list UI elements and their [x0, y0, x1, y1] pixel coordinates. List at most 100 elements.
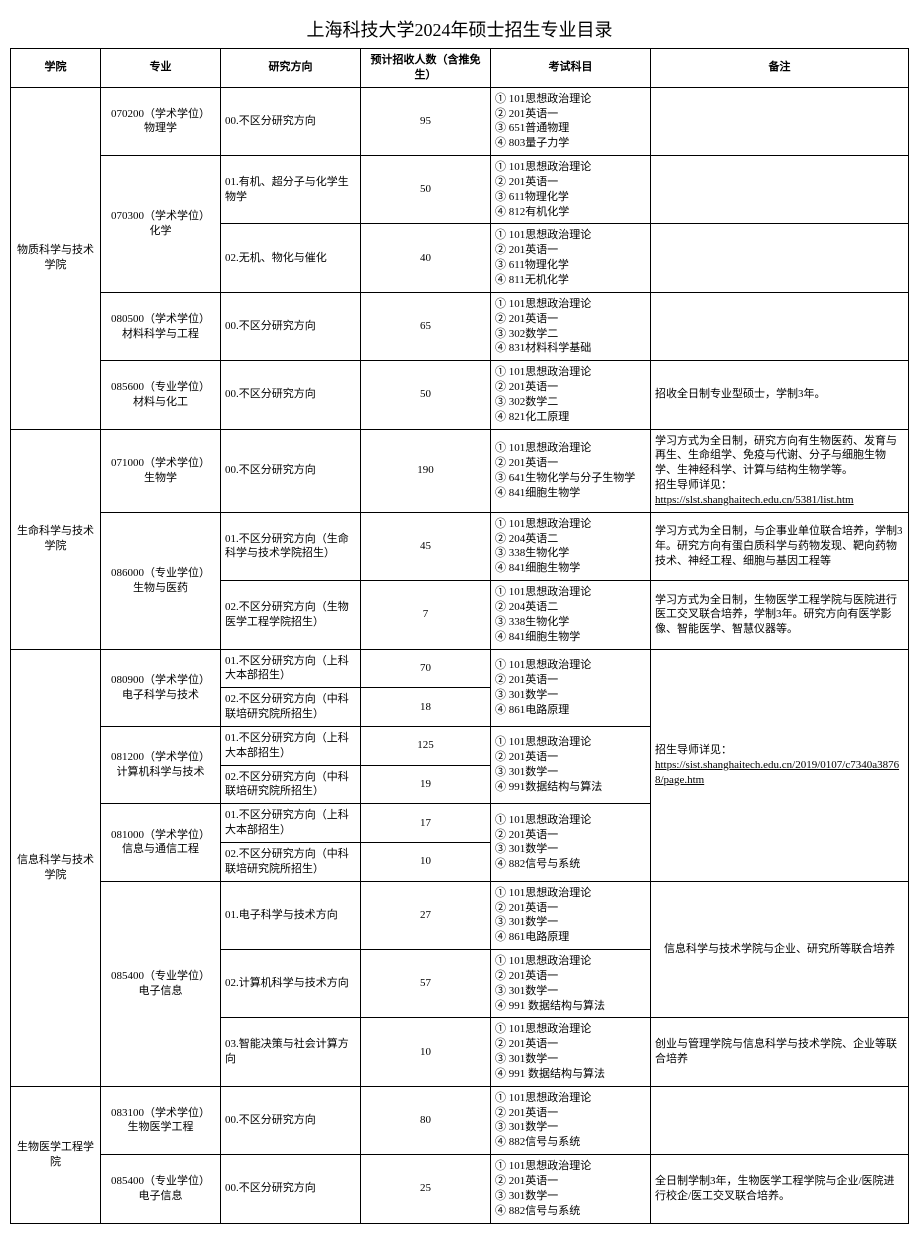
cell-note: 学习方式为全日制，研究方向有生物医药、发育与再生、生命组学、免疫与代谢、分子与细… [651, 429, 909, 512]
cell-count: 10 [361, 842, 491, 881]
cell-major: 086000（专业学位）生物与医药 [101, 512, 221, 649]
cell-exam: ① 101思想政治理论② 201英语一③ 301数学一④ 991数据结构与算法 [491, 726, 651, 803]
catalog-table: 学院 专业 研究方向 预计招收人数（含推免生） 考试科目 备注 物质科学与技术学… [10, 48, 909, 1224]
cell-major: 085400（专业学位）电子信息 [101, 1155, 221, 1223]
cell-count: 125 [361, 726, 491, 765]
cell-exam: ① 101思想政治理论② 201英语一③ 302数学二④ 831材料科学基础 [491, 292, 651, 360]
table-header-row: 学院 专业 研究方向 预计招收人数（含推免生） 考试科目 备注 [11, 49, 909, 88]
cell-count: 95 [361, 87, 491, 155]
cell-direction: 02.无机、物化与催化 [221, 224, 361, 292]
cell-major: 085600（专业学位）材料与化工 [101, 361, 221, 429]
cell-direction: 02.不区分研究方向（中科联培研究院所招生） [221, 688, 361, 727]
cell-direction: 00.不区分研究方向 [221, 1086, 361, 1154]
cell-direction: 01.有机、超分子与化学生物学 [221, 156, 361, 224]
cell-major: 070300（学术学位）化学 [101, 156, 221, 293]
cell-direction: 00.不区分研究方向 [221, 87, 361, 155]
cell-exam: ① 101思想政治理论② 201英语一③ 611物理化学④ 811无机化学 [491, 224, 651, 292]
cell-count: 18 [361, 688, 491, 727]
cell-exam: ① 101思想政治理论② 204英语二③ 338生物化学④ 841细胞生物学 [491, 512, 651, 580]
cell-count: 50 [361, 156, 491, 224]
cell-major: 085400（专业学位）电子信息 [101, 881, 221, 1086]
cell-note: 学习方式为全日制，生物医学工程学院与医院进行医工交叉联合培养，学制3年。研究方向… [651, 581, 909, 649]
table-row: 生物医学工程学院083100（学术学位）生物医学工程00.不区分研究方向80① … [11, 1086, 909, 1154]
cell-note [651, 292, 909, 360]
cell-major: 070200（学术学位）物理学 [101, 87, 221, 155]
cell-direction: 00.不区分研究方向 [221, 429, 361, 512]
cell-direction: 01.不区分研究方向（生命科学与技术学院招生） [221, 512, 361, 580]
table-row: 信息科学与技术学院080900（学术学位）电子科学与技术01.不区分研究方向（上… [11, 649, 909, 688]
cell-school: 物质科学与技术学院 [11, 87, 101, 429]
cell-major: 071000（学术学位）生物学 [101, 429, 221, 512]
table-row: 085400（专业学位）电子信息01.电子科学与技术方向27① 101思想政治理… [11, 881, 909, 949]
col-note: 备注 [651, 49, 909, 88]
note-link[interactable]: https://sist.shanghaitech.edu.cn/2019/01… [655, 759, 899, 786]
cell-exam: ① 101思想政治理论② 201英语一③ 301数学一④ 991 数据结构与算法 [491, 950, 651, 1018]
cell-note [651, 87, 909, 155]
col-direction: 研究方向 [221, 49, 361, 88]
cell-exam: ① 101思想政治理论② 204英语二③ 338生物化学④ 841细胞生物学 [491, 581, 651, 649]
cell-count: 45 [361, 512, 491, 580]
cell-count: 19 [361, 765, 491, 804]
cell-major: 081000（学术学位）信息与通信工程 [101, 804, 221, 881]
cell-direction: 00.不区分研究方向 [221, 292, 361, 360]
col-school: 学院 [11, 49, 101, 88]
page-title: 上海科技大学2024年硕士招生专业目录 [10, 10, 909, 48]
table-row: 086000（专业学位）生物与医药01.不区分研究方向（生命科学与技术学院招生）… [11, 512, 909, 580]
cell-count: 65 [361, 292, 491, 360]
cell-exam: ① 101思想政治理论② 201英语一③ 302数学二④ 821化工原理 [491, 361, 651, 429]
cell-count: 27 [361, 881, 491, 949]
note-link[interactable]: https://slst.shanghaitech.edu.cn/5381/li… [655, 494, 854, 506]
cell-direction: 02.不区分研究方向（中科联培研究院所招生） [221, 765, 361, 804]
cell-direction: 02.计算机科学与技术方向 [221, 950, 361, 1018]
col-exam: 考试科目 [491, 49, 651, 88]
cell-direction: 02.不区分研究方向（中科联培研究院所招生） [221, 842, 361, 881]
col-count: 预计招收人数（含推免生） [361, 49, 491, 88]
cell-major: 083100（学术学位）生物医学工程 [101, 1086, 221, 1154]
cell-note [651, 1086, 909, 1154]
cell-direction: 03.智能决策与社会计算方向 [221, 1018, 361, 1086]
cell-school: 生物医学工程学院 [11, 1086, 101, 1223]
cell-school: 信息科学与技术学院 [11, 649, 101, 1086]
cell-count: 17 [361, 804, 491, 843]
cell-note: 全日制学制3年，生物医学工程学院与企业/医院进行校企/医工交叉联合培养。 [651, 1155, 909, 1223]
table-row: 生命科学与技术学院071000（学术学位）生物学00.不区分研究方向190① 1… [11, 429, 909, 512]
cell-direction: 01.电子科学与技术方向 [221, 881, 361, 949]
cell-count: 7 [361, 581, 491, 649]
cell-count: 25 [361, 1155, 491, 1223]
cell-direction: 00.不区分研究方向 [221, 361, 361, 429]
table-row: 070300（学术学位）化学01.有机、超分子与化学生物学50① 101思想政治… [11, 156, 909, 224]
cell-note: 学习方式为全日制，与企事业单位联合培养，学制3年。研究方向有蛋白质科学与药物发现… [651, 512, 909, 580]
cell-note: 招生导师详见：https://sist.shanghaitech.edu.cn/… [651, 649, 909, 881]
cell-exam: ① 101思想政治理论② 201英语一③ 301数学一④ 882信号与系统 [491, 1155, 651, 1223]
cell-direction: 01.不区分研究方向（上科大本部招生） [221, 726, 361, 765]
cell-count: 50 [361, 361, 491, 429]
cell-count: 57 [361, 950, 491, 1018]
table-row: 085400（专业学位）电子信息00.不区分研究方向25① 101思想政治理论②… [11, 1155, 909, 1223]
cell-major: 081200（学术学位）计算机科学与技术 [101, 726, 221, 803]
table-row: 物质科学与技术学院070200（学术学位）物理学00.不区分研究方向95① 10… [11, 87, 909, 155]
table-row: 080500（学术学位）材料科学与工程00.不区分研究方向65① 101思想政治… [11, 292, 909, 360]
cell-note [651, 156, 909, 224]
cell-direction: 01.不区分研究方向（上科大本部招生） [221, 649, 361, 688]
cell-exam: ① 101思想政治理论② 201英语一③ 611物理化学④ 812有机化学 [491, 156, 651, 224]
cell-exam: ① 101思想政治理论② 201英语一③ 301数学一④ 882信号与系统 [491, 804, 651, 881]
cell-exam: ① 101思想政治理论② 201英语一③ 651普通物理④ 803量子力学 [491, 87, 651, 155]
cell-exam: ① 101思想政治理论② 201英语一③ 301数学一④ 991 数据结构与算法 [491, 1018, 651, 1086]
cell-count: 70 [361, 649, 491, 688]
cell-exam: ① 101思想政治理论② 201英语一③ 301数学一④ 861电路原理 [491, 881, 651, 949]
cell-note [651, 224, 909, 292]
cell-exam: ① 101思想政治理论② 201英语一③ 301数学一④ 882信号与系统 [491, 1086, 651, 1154]
cell-major: 080900（学术学位）电子科学与技术 [101, 649, 221, 726]
cell-note: 信息科学与技术学院与企业、研究所等联合培养 [651, 881, 909, 1018]
cell-direction: 01.不区分研究方向（上科大本部招生） [221, 804, 361, 843]
cell-count: 10 [361, 1018, 491, 1086]
cell-major: 080500（学术学位）材料科学与工程 [101, 292, 221, 360]
cell-note: 创业与管理学院与信息科学与技术学院、企业等联合培养 [651, 1018, 909, 1086]
table-row: 085600（专业学位）材料与化工00.不区分研究方向50① 101思想政治理论… [11, 361, 909, 429]
cell-direction: 02.不区分研究方向（生物医学工程学院招生） [221, 581, 361, 649]
cell-count: 40 [361, 224, 491, 292]
cell-exam: ① 101思想政治理论② 201英语一③ 301数学一④ 861电路原理 [491, 649, 651, 726]
cell-school: 生命科学与技术学院 [11, 429, 101, 649]
cell-direction: 00.不区分研究方向 [221, 1155, 361, 1223]
col-major: 专业 [101, 49, 221, 88]
